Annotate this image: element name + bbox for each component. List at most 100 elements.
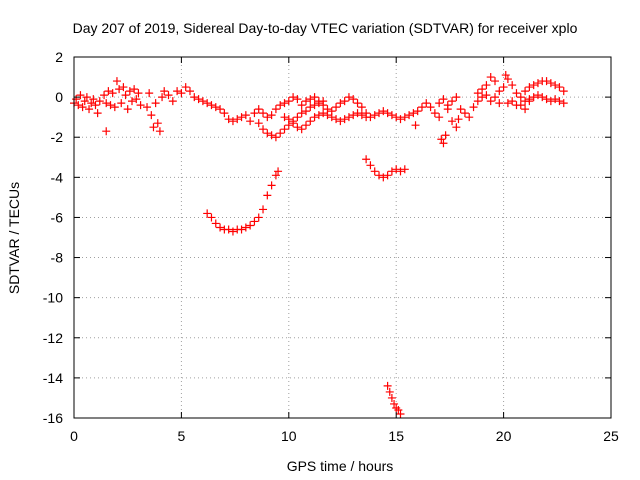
data-point — [482, 81, 491, 90]
data-point — [310, 93, 319, 102]
x-tick-labels: 0 5 10 15 20 25 — [70, 428, 619, 444]
data-point — [521, 87, 530, 96]
x-tick-label: 15 — [388, 428, 404, 444]
data-point — [508, 97, 517, 106]
data-point — [306, 95, 315, 104]
data-point — [392, 403, 401, 412]
data-point — [362, 155, 371, 164]
data-point — [89, 95, 98, 104]
y-tick-label: -10 — [43, 290, 63, 306]
data-point — [473, 97, 482, 106]
data-point — [164, 91, 173, 100]
data-point — [259, 125, 268, 134]
data-point — [112, 77, 121, 86]
data-point — [411, 121, 420, 130]
data-point — [228, 227, 237, 236]
data-point — [280, 113, 289, 122]
data-point — [525, 83, 534, 92]
data-point — [280, 99, 289, 108]
data-point — [349, 95, 358, 104]
data-point — [207, 213, 216, 222]
data-point — [340, 115, 349, 124]
data-point — [228, 117, 237, 126]
data-point — [246, 221, 255, 230]
data-point — [448, 97, 457, 106]
data-points — [70, 71, 568, 418]
data-point — [241, 111, 250, 120]
data-point — [267, 131, 276, 140]
data-point — [263, 191, 272, 200]
data-point — [336, 99, 345, 108]
data-point — [74, 101, 83, 110]
data-point — [426, 103, 435, 112]
data-point — [529, 81, 538, 90]
data-point — [491, 77, 500, 86]
data-point — [297, 109, 306, 118]
data-point — [473, 89, 482, 98]
data-point — [263, 113, 272, 122]
data-point — [177, 89, 186, 98]
data-point — [181, 83, 190, 92]
data-point — [119, 83, 128, 92]
data-point — [332, 103, 341, 112]
data-point — [306, 117, 315, 126]
data-point — [134, 89, 143, 98]
data-point — [289, 119, 298, 128]
data-point — [123, 105, 132, 114]
data-point — [220, 109, 229, 118]
data-point — [405, 111, 414, 120]
y-tick-label: 0 — [55, 89, 63, 105]
data-point — [486, 97, 495, 106]
y-tick-label: -16 — [43, 410, 63, 426]
data-point — [211, 103, 220, 112]
data-point — [452, 123, 461, 132]
data-point — [452, 93, 461, 102]
data-point — [525, 95, 534, 104]
data-point — [190, 93, 199, 102]
data-point — [132, 95, 141, 104]
data-point — [319, 109, 328, 118]
data-point — [93, 109, 102, 118]
data-point — [151, 99, 160, 108]
y-tick-labels: 2 0 -2 -4 -6 -8 -10 -12 -14 -16 — [43, 49, 63, 426]
data-point — [478, 85, 487, 94]
data-point — [160, 87, 169, 96]
data-point — [276, 101, 285, 110]
data-point — [314, 111, 323, 120]
data-point — [224, 225, 233, 234]
data-point — [259, 205, 268, 214]
data-point — [555, 83, 564, 92]
data-point — [533, 91, 542, 100]
data-point — [271, 133, 280, 142]
data-point — [194, 95, 203, 104]
data-point — [297, 125, 306, 134]
axis-ticks — [73, 56, 612, 419]
data-point — [263, 129, 272, 138]
data-point — [482, 91, 491, 100]
data-point — [306, 103, 315, 112]
data-point — [503, 75, 512, 84]
data-point — [237, 113, 246, 122]
data-point — [508, 81, 517, 90]
data-point — [267, 111, 276, 120]
data-point — [241, 223, 250, 232]
data-point — [254, 213, 263, 222]
data-point — [413, 107, 422, 116]
data-point — [379, 173, 388, 182]
data-point — [267, 181, 276, 190]
data-point — [254, 105, 263, 114]
data-point — [327, 107, 336, 116]
data-point — [284, 115, 293, 124]
data-point — [521, 105, 530, 114]
data-point — [357, 111, 366, 120]
data-point — [319, 101, 328, 110]
data-point — [72, 95, 81, 104]
data-point — [301, 121, 310, 130]
data-point — [486, 73, 495, 82]
data-point — [495, 99, 504, 108]
data-point — [439, 139, 448, 148]
data-point — [110, 103, 119, 112]
data-point — [293, 113, 302, 122]
data-point — [147, 111, 156, 120]
data-point — [297, 101, 306, 110]
